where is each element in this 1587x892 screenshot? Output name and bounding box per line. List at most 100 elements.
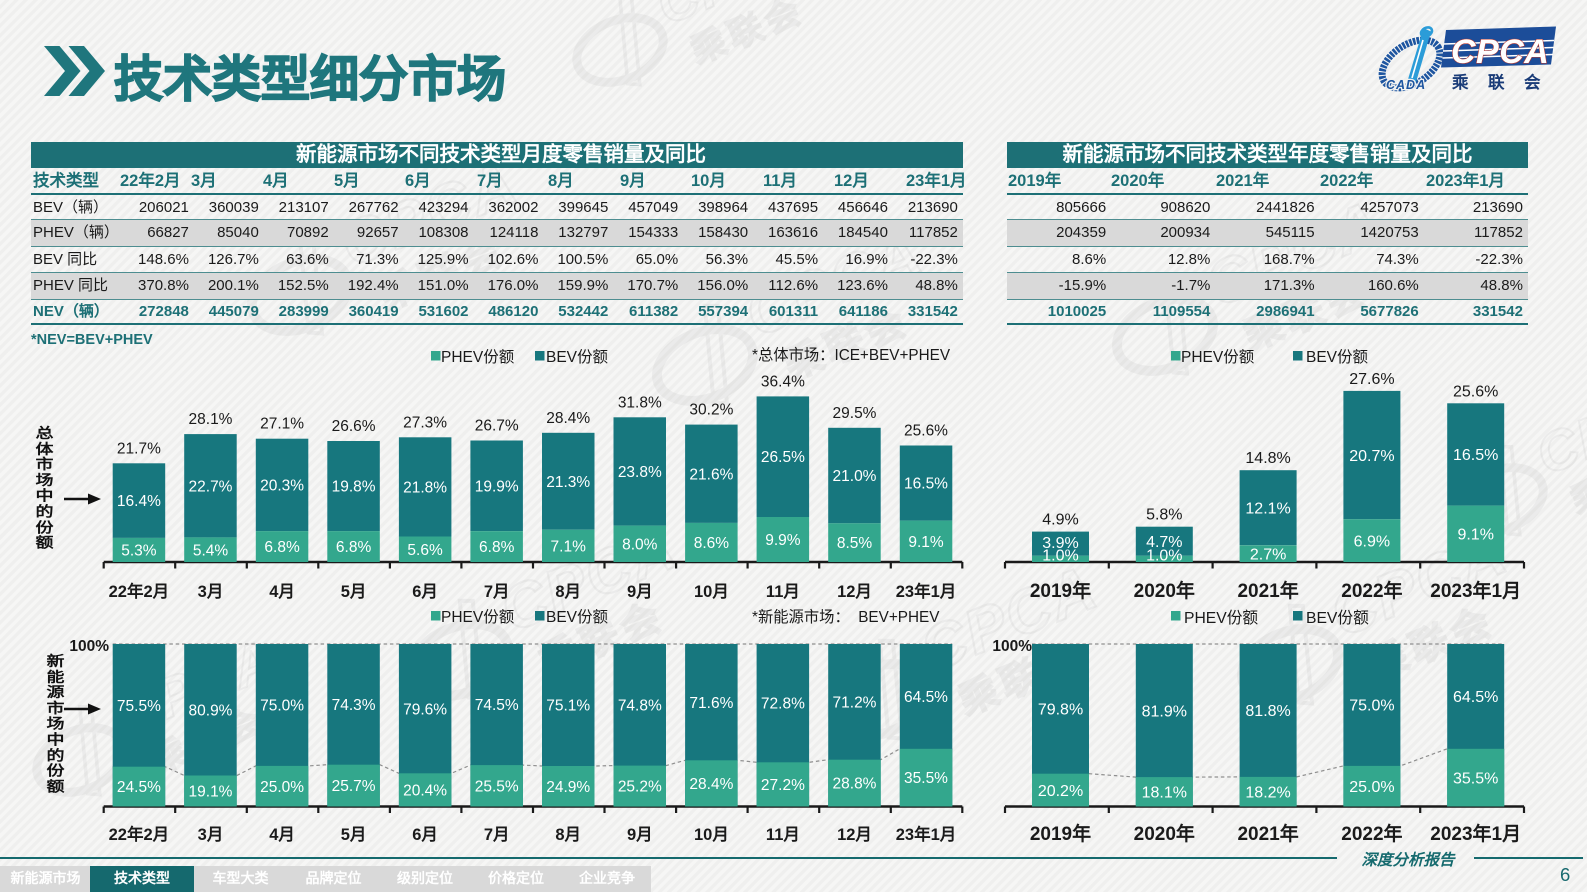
svg-text:36.4%: 36.4%: [761, 373, 805, 390]
svg-text:24.9%: 24.9%: [546, 779, 590, 796]
svg-text:22年2月: 22年2月: [109, 581, 170, 601]
svg-text:9.1%: 9.1%: [908, 534, 944, 551]
svg-text:3.9%: 3.9%: [1042, 535, 1078, 552]
svg-text:19.8%: 19.8%: [332, 479, 376, 496]
svg-text:79.8%: 79.8%: [1038, 702, 1083, 719]
svg-text:2021年: 2021年: [1237, 579, 1298, 602]
svg-text:8月: 8月: [555, 825, 581, 844]
svg-text:4.7%: 4.7%: [1146, 534, 1182, 551]
svg-text:20.3%: 20.3%: [260, 478, 304, 495]
svg-text:2022年: 2022年: [1341, 579, 1402, 602]
svg-text:20.2%: 20.2%: [1038, 783, 1083, 800]
svg-text:74.3%: 74.3%: [332, 697, 376, 714]
svg-text:PHEV份额: PHEV份额: [1184, 609, 1258, 627]
svg-text:23.8%: 23.8%: [618, 464, 662, 481]
svg-text:22.7%: 22.7%: [189, 478, 233, 495]
svg-text:75.0%: 75.0%: [1349, 698, 1394, 715]
svg-text:3月: 3月: [198, 582, 224, 601]
svg-text:35.5%: 35.5%: [1453, 770, 1498, 787]
svg-text:25.5%: 25.5%: [475, 778, 519, 795]
svg-text:12月: 12月: [837, 825, 872, 844]
svg-text:1.0%: 1.0%: [1042, 548, 1078, 565]
svg-text:5月: 5月: [341, 582, 367, 601]
svg-text:9月: 9月: [627, 825, 653, 844]
svg-text:22年2月: 22年2月: [109, 824, 170, 844]
svg-text:2020年: 2020年: [1134, 579, 1195, 602]
svg-text:21.8%: 21.8%: [403, 480, 447, 497]
svg-text:PHEV份额: PHEV份额: [441, 348, 515, 366]
svg-text:18.2%: 18.2%: [1245, 785, 1290, 802]
svg-text:25.6%: 25.6%: [1453, 383, 1498, 400]
svg-text:9.1%: 9.1%: [1457, 527, 1493, 544]
svg-text:*新能源市场： BEV+PHEV: *新能源市场： BEV+PHEV: [752, 609, 940, 626]
svg-text:25.2%: 25.2%: [618, 779, 662, 796]
svg-text:10月: 10月: [694, 582, 729, 601]
svg-text:2021年: 2021年: [1237, 822, 1298, 845]
svg-text:2020年: 2020年: [1134, 822, 1195, 845]
svg-text:21.0%: 21.0%: [833, 468, 877, 485]
svg-text:7月: 7月: [484, 582, 510, 601]
svg-text:16.4%: 16.4%: [117, 493, 161, 510]
svg-text:16.5%: 16.5%: [904, 476, 948, 493]
svg-text:PHEV份额: PHEV份额: [1181, 348, 1255, 366]
svg-text:11月: 11月: [766, 825, 800, 844]
svg-text:2023年1月: 2023年1月: [1430, 579, 1521, 602]
svg-text:BEV份额: BEV份额: [546, 608, 609, 626]
svg-text:28.1%: 28.1%: [189, 411, 233, 428]
svg-text:6.8%: 6.8%: [264, 539, 300, 556]
svg-text:21.3%: 21.3%: [546, 474, 590, 491]
svg-text:5.8%: 5.8%: [1146, 507, 1182, 524]
svg-text:12.1%: 12.1%: [1245, 501, 1290, 518]
svg-text:71.2%: 71.2%: [833, 694, 877, 711]
svg-text:BEV份额: BEV份额: [1306, 348, 1369, 366]
svg-text:2019年: 2019年: [1030, 822, 1091, 845]
svg-text:16.5%: 16.5%: [1453, 447, 1498, 464]
svg-text:4月: 4月: [269, 582, 295, 601]
svg-text:21.7%: 21.7%: [117, 440, 161, 457]
svg-text:10月: 10月: [694, 825, 729, 844]
svg-text:27.1%: 27.1%: [260, 416, 304, 433]
svg-text:20.4%: 20.4%: [403, 783, 447, 800]
svg-text:6.8%: 6.8%: [336, 539, 372, 556]
svg-text:19.1%: 19.1%: [189, 784, 233, 801]
svg-text:64.5%: 64.5%: [1453, 689, 1498, 706]
svg-text:乘联会: 乘联会: [1451, 72, 1560, 92]
svg-text:11月: 11月: [766, 582, 800, 601]
svg-text:6月: 6月: [412, 825, 438, 844]
svg-text:5.4%: 5.4%: [193, 542, 229, 559]
svg-text:75.1%: 75.1%: [546, 698, 590, 715]
svg-text:25.6%: 25.6%: [904, 423, 948, 440]
svg-text:64.5%: 64.5%: [904, 689, 948, 706]
svg-text:74.8%: 74.8%: [618, 697, 662, 714]
svg-text:BEV份额: BEV份额: [1306, 609, 1369, 627]
svg-text:8.5%: 8.5%: [837, 535, 873, 552]
svg-text:CPCA: CPCA: [1451, 33, 1549, 71]
svg-text:74.5%: 74.5%: [475, 697, 519, 714]
svg-text:7.1%: 7.1%: [551, 538, 587, 555]
svg-text:31.8%: 31.8%: [618, 394, 662, 411]
svg-text:2019年: 2019年: [1030, 579, 1091, 602]
svg-text:18.1%: 18.1%: [1142, 785, 1187, 802]
svg-text:9月: 9月: [627, 582, 653, 601]
svg-text:26.5%: 26.5%: [761, 449, 805, 466]
svg-text:5.6%: 5.6%: [407, 542, 443, 559]
svg-text:75.5%: 75.5%: [117, 698, 161, 715]
svg-text:8.6%: 8.6%: [694, 535, 730, 552]
svg-text:72.8%: 72.8%: [761, 696, 805, 713]
svg-text:BEV份额: BEV份额: [546, 348, 609, 366]
svg-text:8.0%: 8.0%: [622, 536, 658, 553]
svg-text:9.9%: 9.9%: [765, 532, 801, 549]
svg-text:28.8%: 28.8%: [833, 776, 877, 793]
svg-text:26.6%: 26.6%: [332, 418, 376, 435]
svg-text:4月: 4月: [269, 825, 295, 844]
svg-text:5月: 5月: [341, 825, 367, 844]
svg-text:28.4%: 28.4%: [689, 776, 733, 793]
svg-text:75.0%: 75.0%: [260, 698, 304, 715]
svg-text:2.7%: 2.7%: [1250, 546, 1286, 563]
svg-text:35.5%: 35.5%: [904, 770, 948, 787]
svg-text:7月: 7月: [484, 825, 510, 844]
svg-text:2022年: 2022年: [1341, 822, 1402, 845]
svg-text:27.6%: 27.6%: [1349, 371, 1394, 388]
svg-text:21.6%: 21.6%: [689, 466, 733, 483]
svg-text:14.8%: 14.8%: [1245, 450, 1290, 467]
